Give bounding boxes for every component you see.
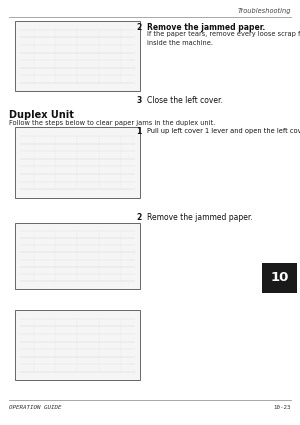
Text: 10-23: 10-23: [274, 405, 291, 410]
Text: Close the left cover.: Close the left cover.: [147, 96, 223, 105]
Bar: [15, 128, 140, 198]
Text: Pull up left cover 1 lever and open the left cover.: Pull up left cover 1 lever and open the …: [147, 128, 300, 133]
Bar: [15, 310, 140, 380]
Bar: [15, 223, 140, 289]
Text: Duplex Unit: Duplex Unit: [9, 110, 74, 121]
Text: Troubleshooting: Troubleshooting: [238, 8, 291, 14]
Text: If the paper tears, remove every loose scrap from
inside the machine.: If the paper tears, remove every loose s…: [147, 31, 300, 46]
Text: 2: 2: [136, 23, 142, 32]
Text: Follow the steps below to clear paper jams in the duplex unit.: Follow the steps below to clear paper ja…: [9, 120, 215, 126]
Bar: [262, 263, 297, 293]
Text: 1: 1: [136, 128, 142, 136]
Text: Remove the jammed paper.: Remove the jammed paper.: [147, 23, 265, 32]
Text: OPERATION GUIDE: OPERATION GUIDE: [9, 405, 62, 410]
Bar: [15, 21, 140, 91]
Text: 2: 2: [136, 212, 142, 221]
Text: 10: 10: [270, 272, 289, 284]
Text: Remove the jammed paper.: Remove the jammed paper.: [147, 212, 253, 221]
Text: 3: 3: [136, 96, 142, 105]
